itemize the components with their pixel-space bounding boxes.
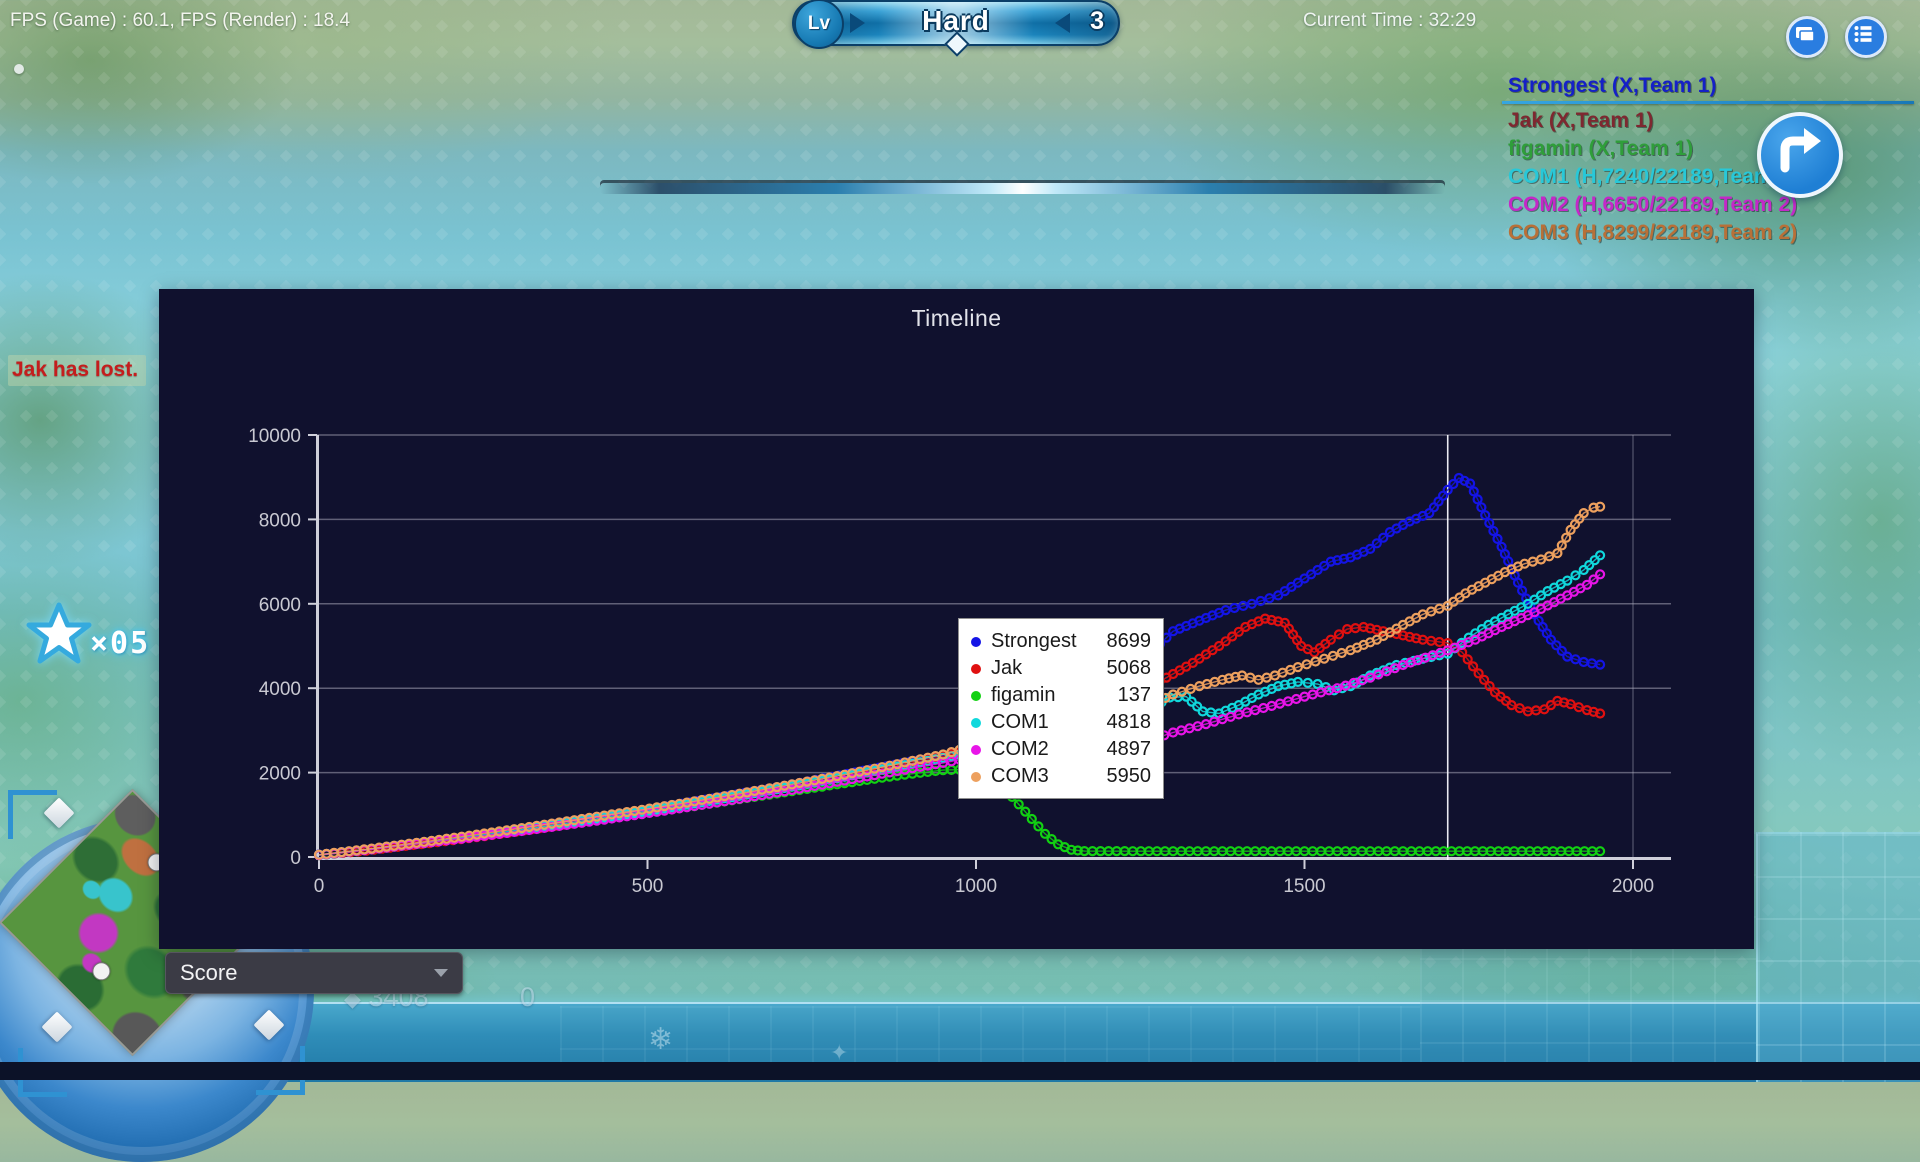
svg-text:4000: 4000	[259, 679, 301, 700]
svg-text:10000: 10000	[248, 426, 301, 447]
star-counter: ×05	[26, 602, 186, 682]
level-label: Lv	[794, 0, 844, 49]
legend-name: COM3	[991, 765, 1049, 787]
player-row[interactable]: figamin (X,Team 1)	[1508, 137, 1694, 160]
chevron-down-icon	[434, 969, 448, 977]
player-row[interactable]: COM2 (H,6650/22189,Team 2)	[1508, 193, 1798, 216]
svg-text:2000: 2000	[259, 764, 301, 785]
legend-row: figamin 137	[971, 682, 1151, 709]
svg-text:1500: 1500	[1283, 876, 1325, 897]
badge-right-chevron-icon	[1055, 13, 1070, 33]
defeat-message: Jak has lost.	[8, 355, 147, 386]
svg-text:1000: 1000	[955, 876, 997, 897]
svg-text:2000: 2000	[1612, 876, 1654, 897]
player-row[interactable]: COM1 (H,7240/22189,Team 2)	[1508, 165, 1798, 188]
right-tile-panel	[1756, 832, 1920, 1082]
legend-row: Strongest 8699	[971, 628, 1151, 655]
map-flag-icon	[92, 962, 111, 981]
difficulty-badge: Lv Hard 3	[792, 0, 1120, 57]
level-number: 3	[1090, 7, 1104, 35]
legend-dot	[971, 771, 981, 782]
snowflake-icon: ❄	[648, 1023, 674, 1056]
player-row[interactable]: Strongest (X,Team 1)	[1508, 74, 1717, 97]
legend-value: 137	[1117, 684, 1151, 706]
legend-value: 4897	[1106, 738, 1152, 760]
svg-text:0: 0	[314, 876, 325, 897]
graph-metric-dropdown[interactable]: Score	[165, 952, 463, 994]
badge-left-chevron-icon	[850, 13, 865, 33]
chart-legend: Strongest 8699 Jak 5068 figamin 137 COM1 4818 CO…	[958, 618, 1164, 799]
map-ping-dot	[14, 64, 24, 74]
star-icon	[26, 602, 92, 664]
legend-value: 4818	[1106, 711, 1152, 733]
replay-button[interactable]	[1757, 112, 1843, 198]
svg-text:6000: 6000	[259, 595, 301, 616]
svg-text:500: 500	[632, 876, 664, 897]
chart-title: Timeline	[911, 305, 1002, 331]
player-row[interactable]: COM3 (H,8299/22189,Team 2)	[1508, 221, 1798, 244]
legend-name: COM1	[991, 711, 1049, 733]
legend-name: figamin	[991, 684, 1056, 706]
legend-row: COM2 4897	[971, 736, 1151, 763]
legend-dot	[971, 690, 981, 701]
legend-name: COM2	[991, 738, 1049, 760]
legend-row: Jak 5068	[971, 655, 1151, 682]
charge-glow-bar	[600, 183, 1445, 194]
svg-text:8000: 8000	[259, 510, 301, 531]
legend-dot	[971, 663, 981, 674]
legend-dot	[971, 744, 981, 755]
timeline-chart: 0 2000 4000 6000 8000 10000 0 500 1000 1500 2000	[248, 426, 1671, 897]
legend-name: Strongest	[991, 630, 1077, 652]
secondary-counter: 0	[520, 982, 536, 1012]
legend-row: COM1 4818	[971, 709, 1151, 736]
sparkle-icon: ✦	[830, 1040, 849, 1065]
unit-list-button[interactable]	[1845, 16, 1887, 58]
current-time-label: Current Time : 32:29	[1303, 10, 1477, 31]
player-scoreboard: Strongest (X,Team 1) Jak (X,Team 1) figami…	[1502, 72, 1920, 247]
legend-row: COM3 5950	[971, 763, 1151, 790]
chat-log-button[interactable]	[1786, 16, 1828, 58]
timeline-panel: Timeline 0 2000 4000 6000 8000 10000 0 500 1000 1…	[159, 289, 1754, 949]
bottom-border-strip	[0, 1062, 1920, 1080]
star-count-label: ×05	[90, 626, 151, 661]
difficulty-label: Hard	[922, 5, 990, 36]
chat-log-icon	[1796, 27, 1815, 42]
legend-value: 5068	[1106, 657, 1152, 679]
legend-dot	[971, 717, 981, 728]
player-row[interactable]: Jak (X,Team 1)	[1508, 109, 1654, 132]
fps-counter: FPS (Game) : 60.1, FPS (Render) : 18.4	[10, 10, 351, 31]
minimap-corner-bracket	[8, 790, 57, 839]
legend-value: 8699	[1106, 630, 1152, 652]
unit-list-icon	[1854, 26, 1872, 42]
redo-icon	[1780, 128, 1821, 173]
legend-name: Jak	[991, 657, 1023, 679]
selected-player-underline	[1502, 101, 1914, 104]
legend-dot	[971, 636, 981, 647]
svg-text:0: 0	[290, 848, 301, 869]
graph-metric-value: Score	[180, 960, 238, 985]
bottom-tile-strip	[560, 1006, 1420, 1062]
legend-value: 5950	[1106, 765, 1152, 787]
